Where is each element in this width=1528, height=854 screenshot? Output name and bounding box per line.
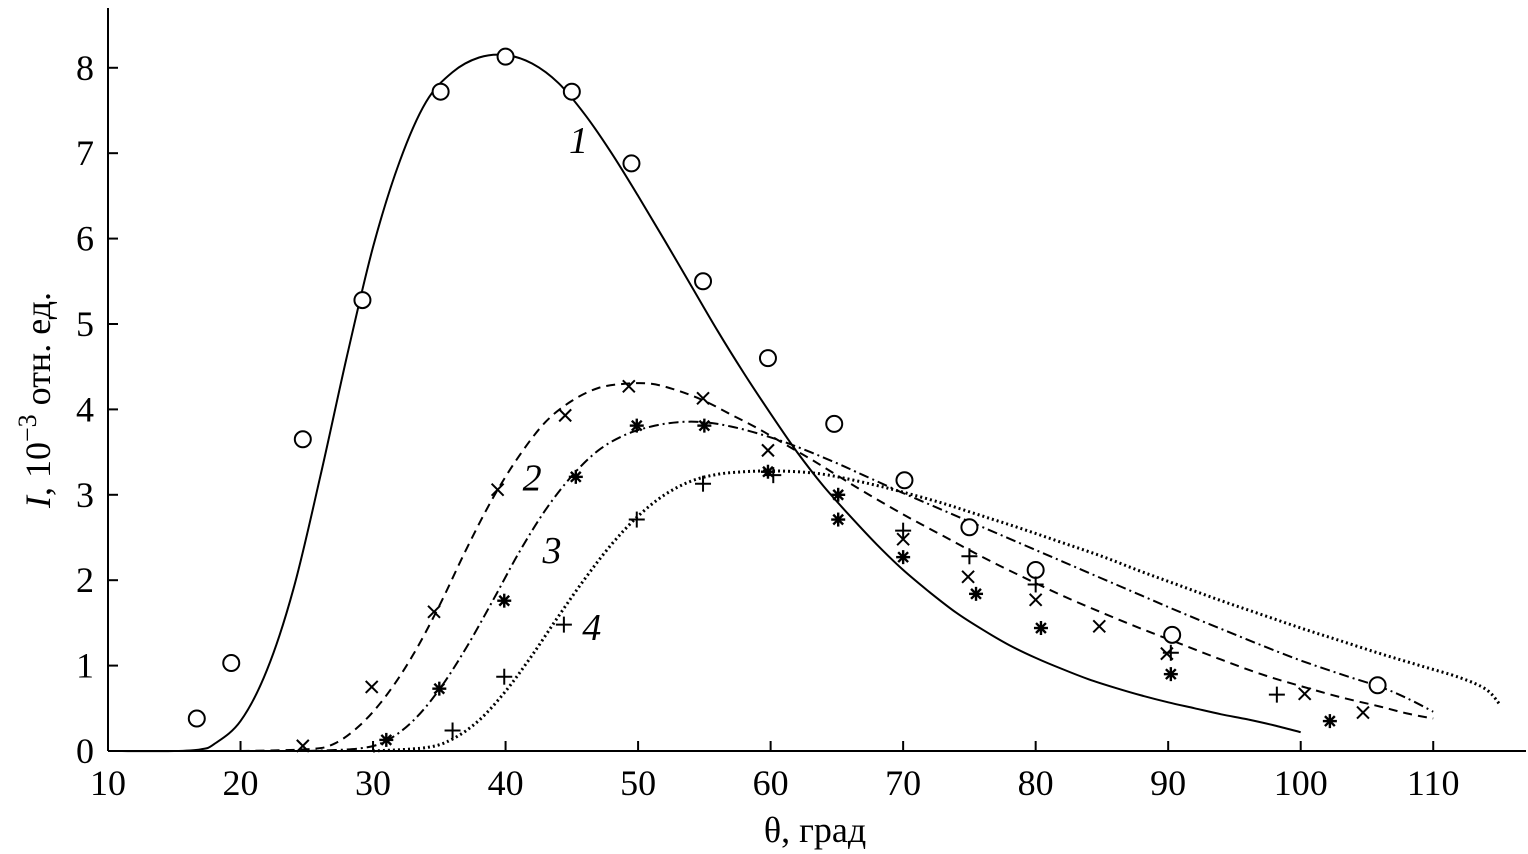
series-4-line [372,469,1501,753]
y-tick-label: 2 [76,560,94,600]
series-1-point [431,82,450,101]
series-3-point [629,418,644,433]
x-tick-label: 30 [355,763,391,803]
series-3-point [697,418,712,433]
series-1-point [758,349,777,368]
series-3-point [432,681,447,696]
series-4-point [1268,686,1285,703]
series-2-point [1092,619,1106,634]
series-1-point [960,518,979,537]
markers [187,47,1387,753]
y-tick-label: 8 [76,48,94,88]
series-2-label: 2 [523,458,542,500]
series-2-point [365,680,379,694]
x-tick-label: 90 [1150,763,1186,803]
series-2-point [696,391,710,405]
y-axis-title-symbol: I [18,494,58,509]
x-tick-label: 60 [753,763,789,803]
series-4-point [1027,576,1044,593]
series-1-point [895,471,914,490]
series-1-line [107,53,1301,753]
series-4-point [628,511,645,528]
series-1-point [622,154,641,173]
series-2-point [896,532,910,546]
series-3-point [568,469,583,484]
series-3-point [831,512,846,527]
series-1-point [1368,676,1387,695]
y-tick-label: 6 [76,219,94,259]
series-1-point [353,291,372,310]
curves [107,53,1501,753]
series-1-point [1163,625,1182,644]
series-2-point [1028,593,1043,607]
series-4-point [695,475,712,492]
x-tick-label: 50 [620,763,656,803]
series-1-point [694,272,713,291]
series-2-point [622,379,636,394]
y-tick-label: 1 [76,646,94,686]
series-4-point [765,467,782,484]
series-3-point [831,487,846,502]
series-2-point [1356,705,1370,720]
series-2-point [1297,687,1312,701]
series-2-point [761,443,775,458]
series-1-point [496,47,515,66]
x-axis-title: θ, град [764,810,866,850]
series-1-point [293,430,312,449]
series-3-point [1163,667,1178,682]
series-1-point [825,414,844,433]
y-tick-label: 5 [76,304,94,344]
y-tick-label: 4 [76,389,94,429]
series-3-label: 3 [541,530,561,572]
y-tick-label: 7 [76,133,94,173]
series-1-point [187,709,206,728]
series-3-point [969,586,984,601]
x-tick-label: 100 [1274,763,1328,803]
series-3-point [896,550,911,565]
series-1-point [562,82,581,101]
series-4-point [895,522,912,539]
series-4-point [961,548,978,565]
series-4-label: 4 [582,607,601,649]
y-axis-title: I, 10−3 отн. ед. [13,292,58,509]
y-axis-title-unit: отн. ед. [18,292,58,414]
series-2-line [240,382,1434,752]
series-4-point [496,668,513,685]
x-tick-label: 40 [488,763,524,803]
series-3-point [1033,621,1048,636]
series-1-label: 1 [569,120,588,162]
series-1-point [222,654,241,673]
x-tick-label: 110 [1407,763,1460,803]
series-2-point [558,408,572,423]
x-tick-label: 10 [90,763,126,803]
series-2-point [296,739,310,753]
y-tick-label: 0 [76,731,94,771]
series-4-point [1162,644,1179,661]
series-1-point [1026,560,1045,579]
labels: 1 2 34 [523,120,602,649]
y-axis-title-exponent: −3 [13,414,42,442]
y-tick-label: 3 [76,475,94,515]
series-3-point [497,593,512,608]
series-3-line [306,420,1434,752]
x-tick-label: 20 [223,763,259,803]
series-3-point [379,732,394,747]
y-axis-title-scale: , 10 [18,442,58,496]
series-2-point [961,570,975,584]
x-tick-label: 80 [1018,763,1054,803]
series-4-point [555,616,572,633]
series-4-point [444,722,461,739]
series-3-point [1322,714,1337,729]
x-tick-label: 70 [885,763,921,803]
series-2-point [427,605,441,619]
series-2-point [490,482,505,497]
